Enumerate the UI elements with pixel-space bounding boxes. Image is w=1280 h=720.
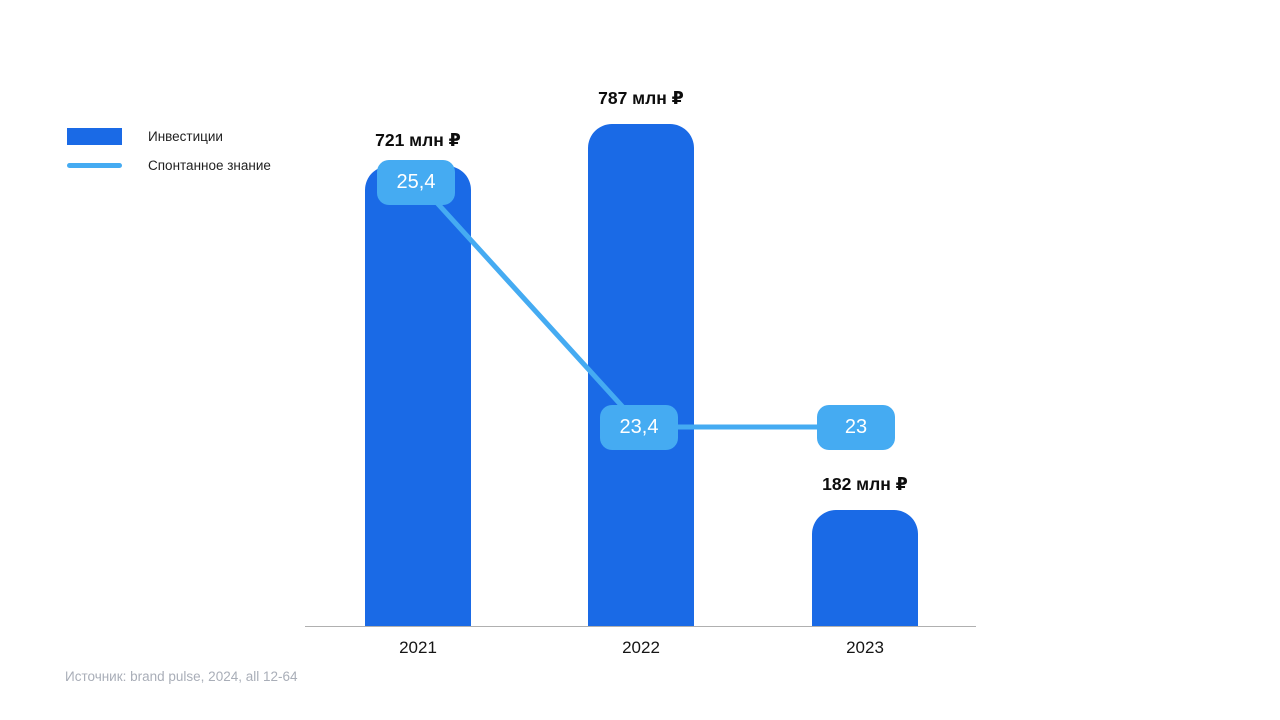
- x-tick-label-2021: 2021: [399, 638, 437, 657]
- bar-2022: [588, 124, 694, 626]
- legend-item-label: Спонтанное знание: [148, 158, 271, 173]
- awareness-value-badge-2022: 23,4: [600, 404, 678, 450]
- legend-line-swatch: [67, 163, 122, 168]
- bar-value-label-2022: 787 млн ₽: [598, 88, 684, 108]
- x-axis-line: [305, 626, 976, 627]
- x-tick-label-2022: 2022: [622, 638, 660, 657]
- bar-2023: [812, 510, 918, 626]
- bar-2021: [365, 166, 471, 626]
- awareness-value-badge-2021: 25,4: [377, 159, 455, 205]
- bar-value-label-2023: 182 млн ₽: [822, 474, 908, 494]
- x-tick-label-2023: 2023: [846, 638, 884, 657]
- source-note: Источник: brand pulse, 2024, all 12-64: [65, 669, 298, 684]
- legend-item-label: Инвестиции: [148, 129, 223, 144]
- legend-item-awareness: Спонтанное знание: [67, 157, 271, 174]
- bar-value-label-2021: 721 млн ₽: [375, 130, 461, 150]
- legend-item-investments: Инвестиции: [67, 128, 223, 145]
- awareness-value-badge-2023: 23: [817, 404, 895, 450]
- legend-bar-swatch: [67, 128, 122, 145]
